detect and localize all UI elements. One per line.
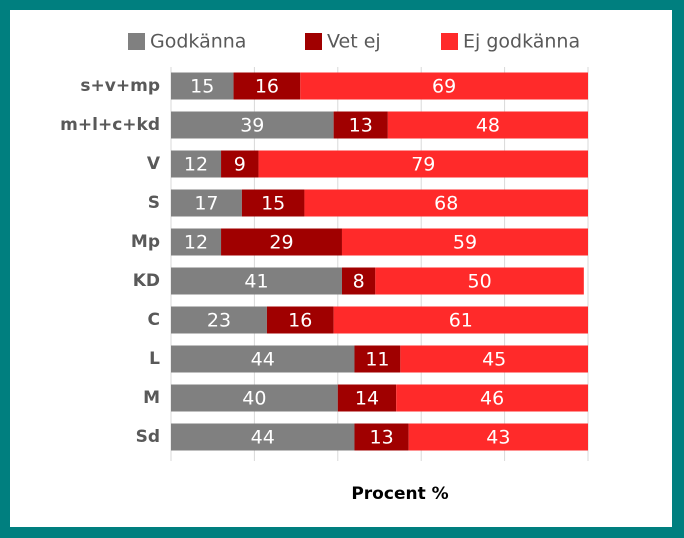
data-label: 12 bbox=[184, 154, 208, 176]
bar-segment bbox=[396, 384, 588, 412]
bar-segment bbox=[341, 228, 588, 256]
data-label: 39 bbox=[240, 115, 264, 137]
bar-segment bbox=[333, 306, 588, 334]
bar-segment bbox=[171, 72, 234, 100]
bar-segment bbox=[258, 150, 588, 178]
bar-segment bbox=[221, 228, 342, 256]
bar-segment bbox=[400, 345, 588, 373]
data-label: 41 bbox=[244, 271, 268, 293]
data-label: 50 bbox=[467, 271, 491, 293]
y-tick-label: s+v+mp bbox=[80, 76, 160, 96]
data-label: 8 bbox=[353, 271, 365, 293]
legend-swatch bbox=[305, 33, 322, 50]
data-label: 16 bbox=[255, 76, 279, 98]
bar-segment bbox=[171, 111, 334, 139]
data-label: 43 bbox=[486, 427, 510, 449]
data-label: 48 bbox=[476, 115, 500, 137]
bar-segment bbox=[171, 267, 342, 295]
bar-segment bbox=[408, 423, 588, 451]
bar-segment bbox=[266, 306, 334, 334]
y-tick-label: Sd bbox=[136, 427, 160, 447]
data-label: 79 bbox=[411, 154, 435, 176]
legend-label: Vet ej bbox=[327, 31, 381, 53]
y-tick-label: S bbox=[148, 193, 160, 213]
legend-swatch bbox=[128, 33, 145, 50]
bar-segment bbox=[171, 345, 355, 373]
y-tick-label: V bbox=[147, 154, 161, 174]
bar-segment bbox=[171, 423, 355, 451]
data-label: 12 bbox=[184, 232, 208, 254]
data-label: 16 bbox=[288, 310, 312, 332]
y-tick-label: M bbox=[143, 388, 160, 408]
data-label: 9 bbox=[234, 154, 246, 176]
bar-segment bbox=[341, 267, 376, 295]
bar-segment bbox=[304, 189, 588, 217]
data-label: 61 bbox=[449, 310, 473, 332]
data-label: 13 bbox=[349, 115, 373, 137]
data-label: 59 bbox=[453, 232, 477, 254]
bar-segment bbox=[333, 111, 388, 139]
bar-segment bbox=[171, 306, 267, 334]
bar-segment bbox=[241, 189, 305, 217]
bar-segment bbox=[171, 384, 338, 412]
y-tick-label: C bbox=[148, 310, 160, 330]
bar-segment bbox=[375, 267, 584, 295]
data-label: 44 bbox=[251, 349, 275, 371]
data-label: 11 bbox=[365, 349, 389, 371]
data-label: 29 bbox=[269, 232, 293, 254]
bar-segment bbox=[233, 72, 301, 100]
y-tick-label: m+l+c+kd bbox=[60, 115, 160, 135]
bar-segment bbox=[387, 111, 588, 139]
data-label: 69 bbox=[432, 76, 456, 98]
data-label: 45 bbox=[482, 349, 506, 371]
bar-segment bbox=[300, 72, 588, 100]
bar-segment bbox=[171, 150, 222, 178]
bar-segment bbox=[171, 228, 222, 256]
bar-segment bbox=[337, 384, 397, 412]
data-label: 68 bbox=[434, 193, 458, 215]
bar-segment bbox=[171, 189, 242, 217]
data-label: 40 bbox=[242, 388, 266, 410]
legend-label: Godkänna bbox=[150, 31, 246, 53]
y-tick-label: Mp bbox=[131, 232, 160, 252]
data-label: 46 bbox=[480, 388, 504, 410]
bar-segment bbox=[221, 150, 259, 178]
data-label: 13 bbox=[369, 427, 393, 449]
legend-label: Ej godkänna bbox=[463, 31, 580, 53]
data-label: 44 bbox=[251, 427, 275, 449]
data-label: 23 bbox=[207, 310, 231, 332]
legend-swatch bbox=[441, 33, 458, 50]
y-tick-label: L bbox=[149, 349, 160, 369]
bar-segment bbox=[354, 423, 409, 451]
data-label: 15 bbox=[190, 76, 214, 98]
bar-segment bbox=[354, 345, 401, 373]
data-label: 15 bbox=[261, 193, 285, 215]
data-label: 14 bbox=[355, 388, 379, 410]
data-label: 17 bbox=[194, 193, 218, 215]
y-tick-label: KD bbox=[133, 271, 160, 291]
x-axis-label: Procent % bbox=[351, 484, 448, 504]
